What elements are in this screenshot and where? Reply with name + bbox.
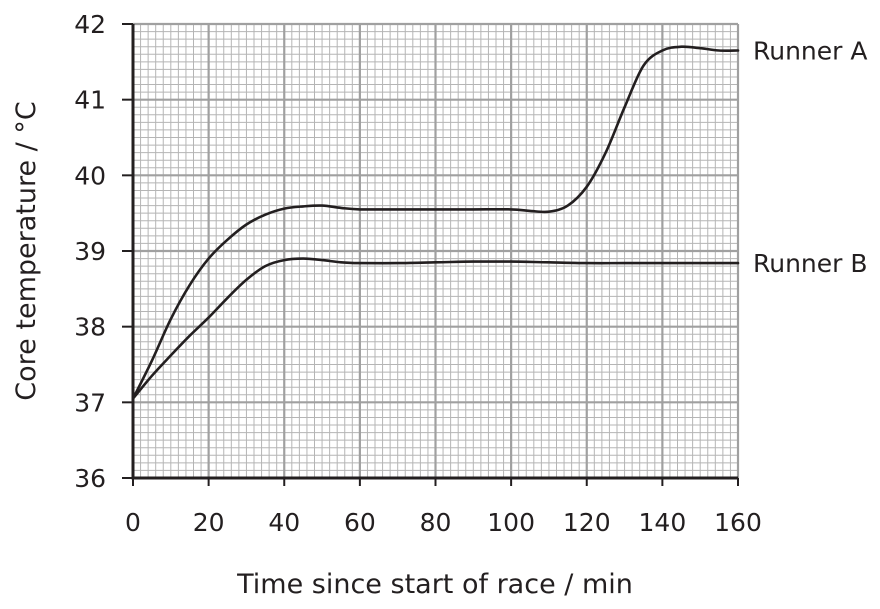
y-tick-label: 42 xyxy=(74,10,106,39)
x-tick-label: 40 xyxy=(268,508,300,537)
y-tick-label: 41 xyxy=(74,86,106,115)
y-axis-title: Core temperature / °C xyxy=(11,101,42,400)
series-label-runner-b: Runner B xyxy=(753,249,868,278)
x-tick-label: 80 xyxy=(420,508,452,537)
y-tick-label: 37 xyxy=(74,388,106,417)
x-tick-label: 160 xyxy=(714,508,762,537)
x-tick-label: 100 xyxy=(487,508,535,537)
series-line-runner-a xyxy=(131,45,740,400)
y-tick-label: 39 xyxy=(74,237,106,266)
y-tick-label: 40 xyxy=(74,161,106,190)
x-axis-title: Time since start of race / min xyxy=(236,569,633,600)
ticks: 0 20 40 60 80 100 120 140 160 36 37 38 39 40 41 42 xyxy=(74,10,762,537)
y-tick-label: 38 xyxy=(74,313,106,342)
y-tick-label: 36 xyxy=(74,464,106,493)
x-tick-label: 20 xyxy=(193,508,225,537)
series: Runner A Runner B xyxy=(131,36,868,400)
x-tick-label: 60 xyxy=(344,508,376,537)
x-tick-label: 120 xyxy=(563,508,611,537)
grid xyxy=(131,22,740,480)
series-line-runner-b xyxy=(131,257,740,400)
series-label-runner-a: Runner A xyxy=(753,36,868,65)
x-tick-label: 140 xyxy=(639,508,687,537)
x-tick-label: 0 xyxy=(125,508,141,537)
